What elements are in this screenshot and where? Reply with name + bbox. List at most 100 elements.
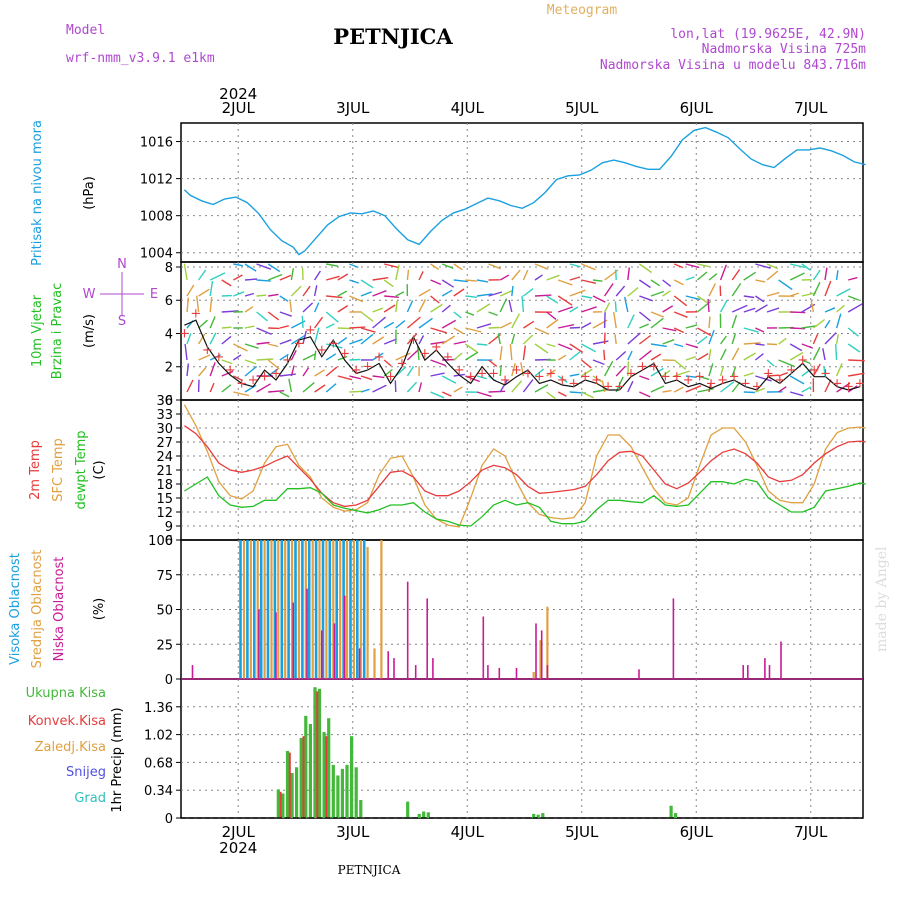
wind-gust-mark: + (591, 373, 602, 388)
wind-arrow (546, 369, 556, 377)
wind-arrow (615, 350, 627, 361)
wind-arrow (789, 375, 805, 385)
wind-arrow (256, 383, 271, 393)
wind-gust-mark: + (454, 363, 465, 378)
y-tick-label: 2 (165, 361, 173, 376)
wind-arrow (360, 333, 374, 345)
wind-arrow (360, 375, 373, 381)
wind-arrow (337, 375, 353, 381)
low-cloud-bar (780, 641, 782, 679)
wind-gust-mark: + (408, 333, 419, 348)
low-cloud-bar (768, 665, 771, 679)
precip-legend-2: Zaledj.Kisa (35, 740, 106, 755)
wind-arrow (256, 311, 268, 322)
low-cloud-bar (672, 598, 675, 679)
wind-arrow (453, 279, 468, 283)
wind-arrow (789, 292, 799, 297)
y-tick-label: 6 (165, 294, 173, 309)
mid-cloud-bar (270, 540, 273, 679)
high-cloud-bar (342, 540, 345, 679)
wind-arrow (569, 350, 581, 361)
y-tick-label: 1004 (140, 247, 173, 262)
wind-gust-mark: + (729, 370, 740, 385)
pressure-label: Pritisak na nivou mora (30, 120, 45, 266)
wind-arrow (256, 327, 272, 336)
wind-arrow (418, 317, 433, 329)
wind-arrow (372, 384, 387, 393)
wind-arrow (801, 263, 812, 271)
wind-arrow (534, 384, 549, 393)
wind-arrow (256, 358, 274, 361)
wind-gust-mark: + (855, 376, 866, 391)
precip-total-bar (532, 813, 536, 818)
wind-gust-mark: + (751, 380, 762, 395)
high-cloud-label: Visoka Oblacnost (8, 553, 23, 665)
wind-arrow (198, 269, 207, 281)
precip-total-bar (406, 801, 410, 818)
wind-arrow (244, 343, 259, 349)
wind-arrow (731, 268, 741, 281)
wind-arrow (290, 285, 302, 297)
wind-gust-mark: + (671, 370, 682, 385)
wind-arrow (326, 343, 343, 349)
wind-arrow (290, 349, 297, 361)
wind-arrow (221, 370, 234, 377)
wind-arrow (685, 343, 699, 349)
meteogram-label: Meteogram (547, 3, 618, 18)
wind-arrow (614, 334, 617, 345)
wind-arrow (476, 323, 492, 329)
wind-arrow (476, 279, 489, 283)
high-cloud-bar (307, 540, 311, 679)
wind-gust-mark: + (202, 343, 213, 358)
wind-arrow (650, 311, 665, 318)
precip-total-bar (308, 724, 312, 818)
precip-total-bar (322, 732, 326, 818)
wind-arrow (639, 323, 649, 329)
wind-arrow (847, 295, 860, 301)
wind-arrow (569, 326, 581, 329)
wind-arrow (766, 291, 780, 297)
wind-arrow (465, 343, 478, 353)
wind-arrow (511, 285, 514, 297)
wind-arrow (441, 279, 454, 288)
wind-arrow (720, 381, 735, 393)
wind-arrow (592, 340, 609, 345)
date-label-top: 5JUL (565, 99, 599, 117)
temp-unit: (C) (92, 460, 107, 479)
mid-cloud-label: Srednja Oblacnost (30, 550, 45, 669)
wind-arrow (754, 353, 764, 361)
date-label-bottom: 2JUL (222, 823, 256, 841)
wind-arrow (822, 348, 826, 361)
wind-arrow (488, 311, 498, 317)
wind-arrow (233, 291, 245, 297)
wind-gust-mark: + (717, 373, 728, 388)
low-cloud-bar (426, 598, 428, 679)
precip-legend-0: Ukupna Kisa (26, 686, 106, 701)
wind-arrow (778, 386, 787, 393)
wind-gust-mark: + (614, 380, 625, 395)
wind-unit: (m/s) (82, 314, 97, 348)
precip-total-bar (536, 814, 540, 818)
wind-gust-mark: + (351, 363, 362, 378)
wind-arrow (650, 343, 667, 348)
wind-arrow (360, 327, 376, 333)
wind-arrow (743, 295, 755, 299)
precip-total-bar (422, 811, 426, 818)
wind-arrow (418, 335, 425, 345)
wind-gust-mark: + (694, 370, 705, 385)
precip-total-bar (541, 813, 545, 818)
wind-arrow (522, 334, 534, 345)
wind-arrow (497, 333, 501, 345)
wind-arrow (209, 316, 216, 329)
wind-arrow (349, 263, 359, 269)
wind-arrow (534, 327, 550, 335)
wind-arrow (546, 274, 560, 281)
wind-arrow (383, 321, 395, 329)
wind-arrow (673, 295, 688, 307)
wind-arrow (221, 359, 233, 365)
wind-arrow (372, 352, 384, 361)
wind-arrow (801, 386, 812, 393)
wind-gust-mark: + (683, 373, 694, 388)
date-label-bottom: 7JUL (794, 823, 828, 841)
wind-arrow (778, 337, 787, 345)
